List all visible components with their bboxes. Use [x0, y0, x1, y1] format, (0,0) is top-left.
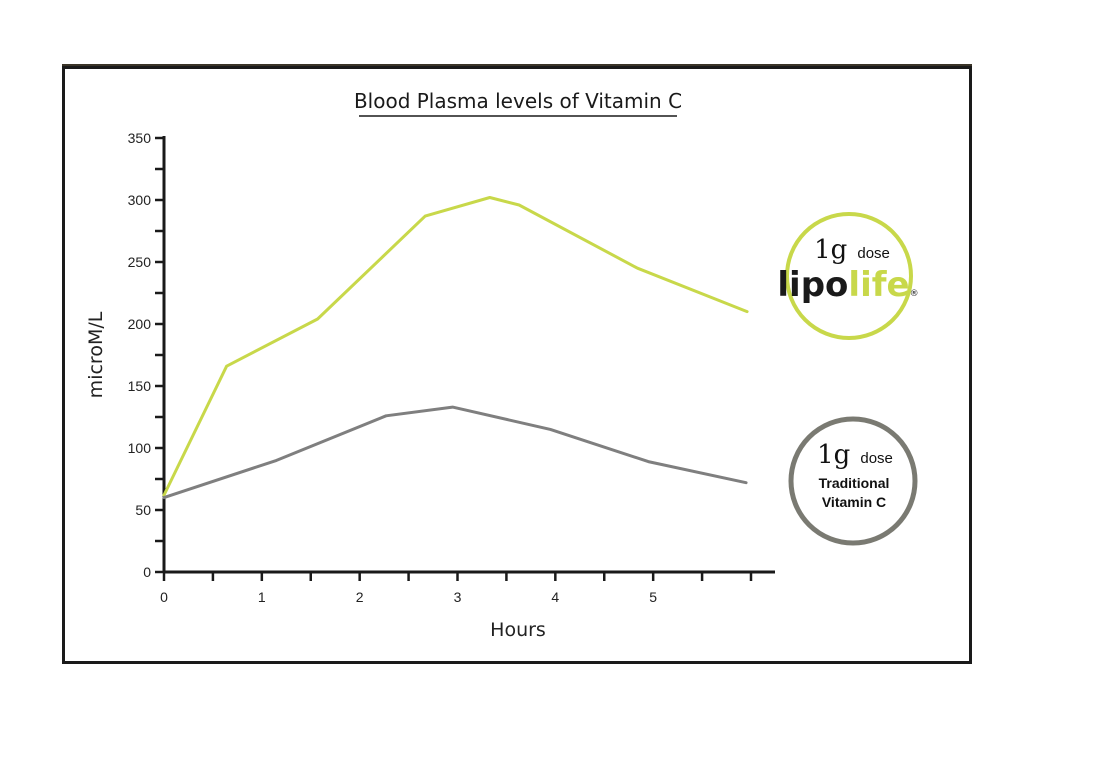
traditional-dose-word: dose — [860, 450, 893, 467]
x-axis-label: Hours — [490, 619, 546, 641]
lipolife-badge-ring — [785, 212, 913, 340]
traditional-dose-badge: 1g dose Traditional Vitamin C — [788, 416, 918, 546]
traditional-dose-amount: 1g — [817, 440, 850, 470]
frame-top-accent — [62, 64, 972, 67]
y-tick-label: 300 — [128, 192, 152, 208]
series-lines — [162, 196, 749, 500]
y-tick-label: 200 — [128, 316, 152, 332]
x-tick-label: 0 — [160, 589, 168, 605]
series-line-lipolife — [162, 196, 749, 497]
y-tick-label: 0 — [143, 564, 151, 580]
x-tick-label: 4 — [551, 589, 559, 605]
x-tick-label: 2 — [356, 589, 364, 605]
chart-title: Blood Plasma levels of Vitamin C — [354, 89, 682, 113]
lipolife-dose-text: 1g dose — [814, 235, 890, 265]
y-axis-label: microM/L — [85, 311, 107, 398]
lipolife-registered-mark: ® — [910, 289, 919, 299]
x-axis-ticks: 0 1 2 3 4 5 — [160, 572, 753, 605]
traditional-label-line2: Vitamin C — [822, 494, 886, 510]
traditional-dose-text: 1g dose — [817, 440, 893, 470]
axes — [162, 136, 775, 574]
lipolife-logo: lipolife® — [777, 265, 918, 305]
y-tick-label: 350 — [128, 130, 152, 146]
y-tick-label: 50 — [135, 502, 151, 518]
lipolife-dose-badge: 1g dose lipolife® — [777, 212, 919, 340]
y-tick-label: 250 — [128, 254, 152, 270]
series-line-traditional — [162, 405, 748, 500]
lipolife-logo-lipo: lipo — [777, 265, 848, 305]
traditional-badge-ring — [788, 416, 918, 546]
lipolife-dose-amount: 1g — [814, 235, 847, 265]
x-tick-label: 3 — [454, 589, 462, 605]
x-tick-label: 1 — [258, 589, 266, 605]
y-tick-label: 150 — [128, 378, 152, 394]
chart-title-group: Blood Plasma levels of Vitamin C — [354, 89, 682, 117]
lipolife-dose-word: dose — [857, 245, 890, 262]
traditional-label-line1: Traditional — [819, 475, 890, 491]
x-tick-label: 5 — [649, 589, 657, 605]
chart-frame — [62, 66, 972, 664]
y-tick-label: 100 — [128, 440, 152, 456]
y-axis-ticks: 0 50 100 150 200 250 300 350 — [128, 130, 164, 580]
lipolife-logo-life: life — [848, 265, 909, 305]
